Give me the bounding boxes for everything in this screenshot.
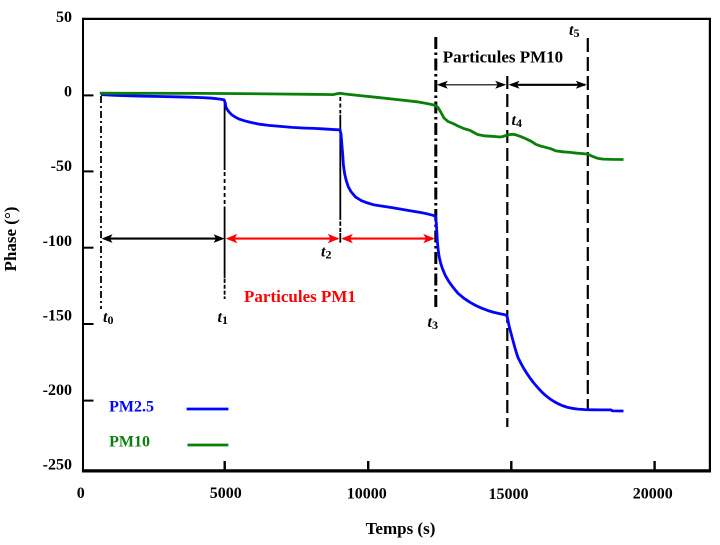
svg-text:20000: 20000	[633, 486, 673, 503]
svg-text:-150: -150	[43, 307, 72, 324]
svg-text:Temps (s): Temps (s)	[366, 519, 436, 538]
svg-text:PM2.5: PM2.5	[109, 399, 154, 416]
svg-text:Phase (°): Phase (°)	[1, 207, 20, 272]
svg-text:t5: t5	[569, 22, 579, 40]
svg-text:50: 50	[56, 9, 72, 26]
svg-text:0: 0	[77, 485, 85, 502]
svg-text:PM10: PM10	[109, 434, 150, 451]
svg-text:-100: -100	[43, 233, 72, 250]
svg-text:5000: 5000	[210, 485, 242, 502]
svg-text:t2: t2	[321, 244, 331, 262]
svg-text:-200: -200	[43, 382, 72, 399]
svg-text:t0: t0	[103, 309, 113, 327]
svg-text:0: 0	[64, 84, 72, 101]
svg-text:-250: -250	[43, 457, 72, 474]
svg-text:Particules PM10: Particules PM10	[443, 48, 563, 67]
svg-text:t1: t1	[218, 309, 228, 327]
svg-text:15000: 15000	[489, 486, 529, 503]
svg-text:Particules PM1: Particules PM1	[244, 287, 356, 306]
svg-text:-50: -50	[51, 158, 72, 175]
svg-text:10000: 10000	[347, 486, 387, 503]
svg-text:t3: t3	[428, 314, 438, 332]
svg-text:t4: t4	[512, 112, 522, 130]
